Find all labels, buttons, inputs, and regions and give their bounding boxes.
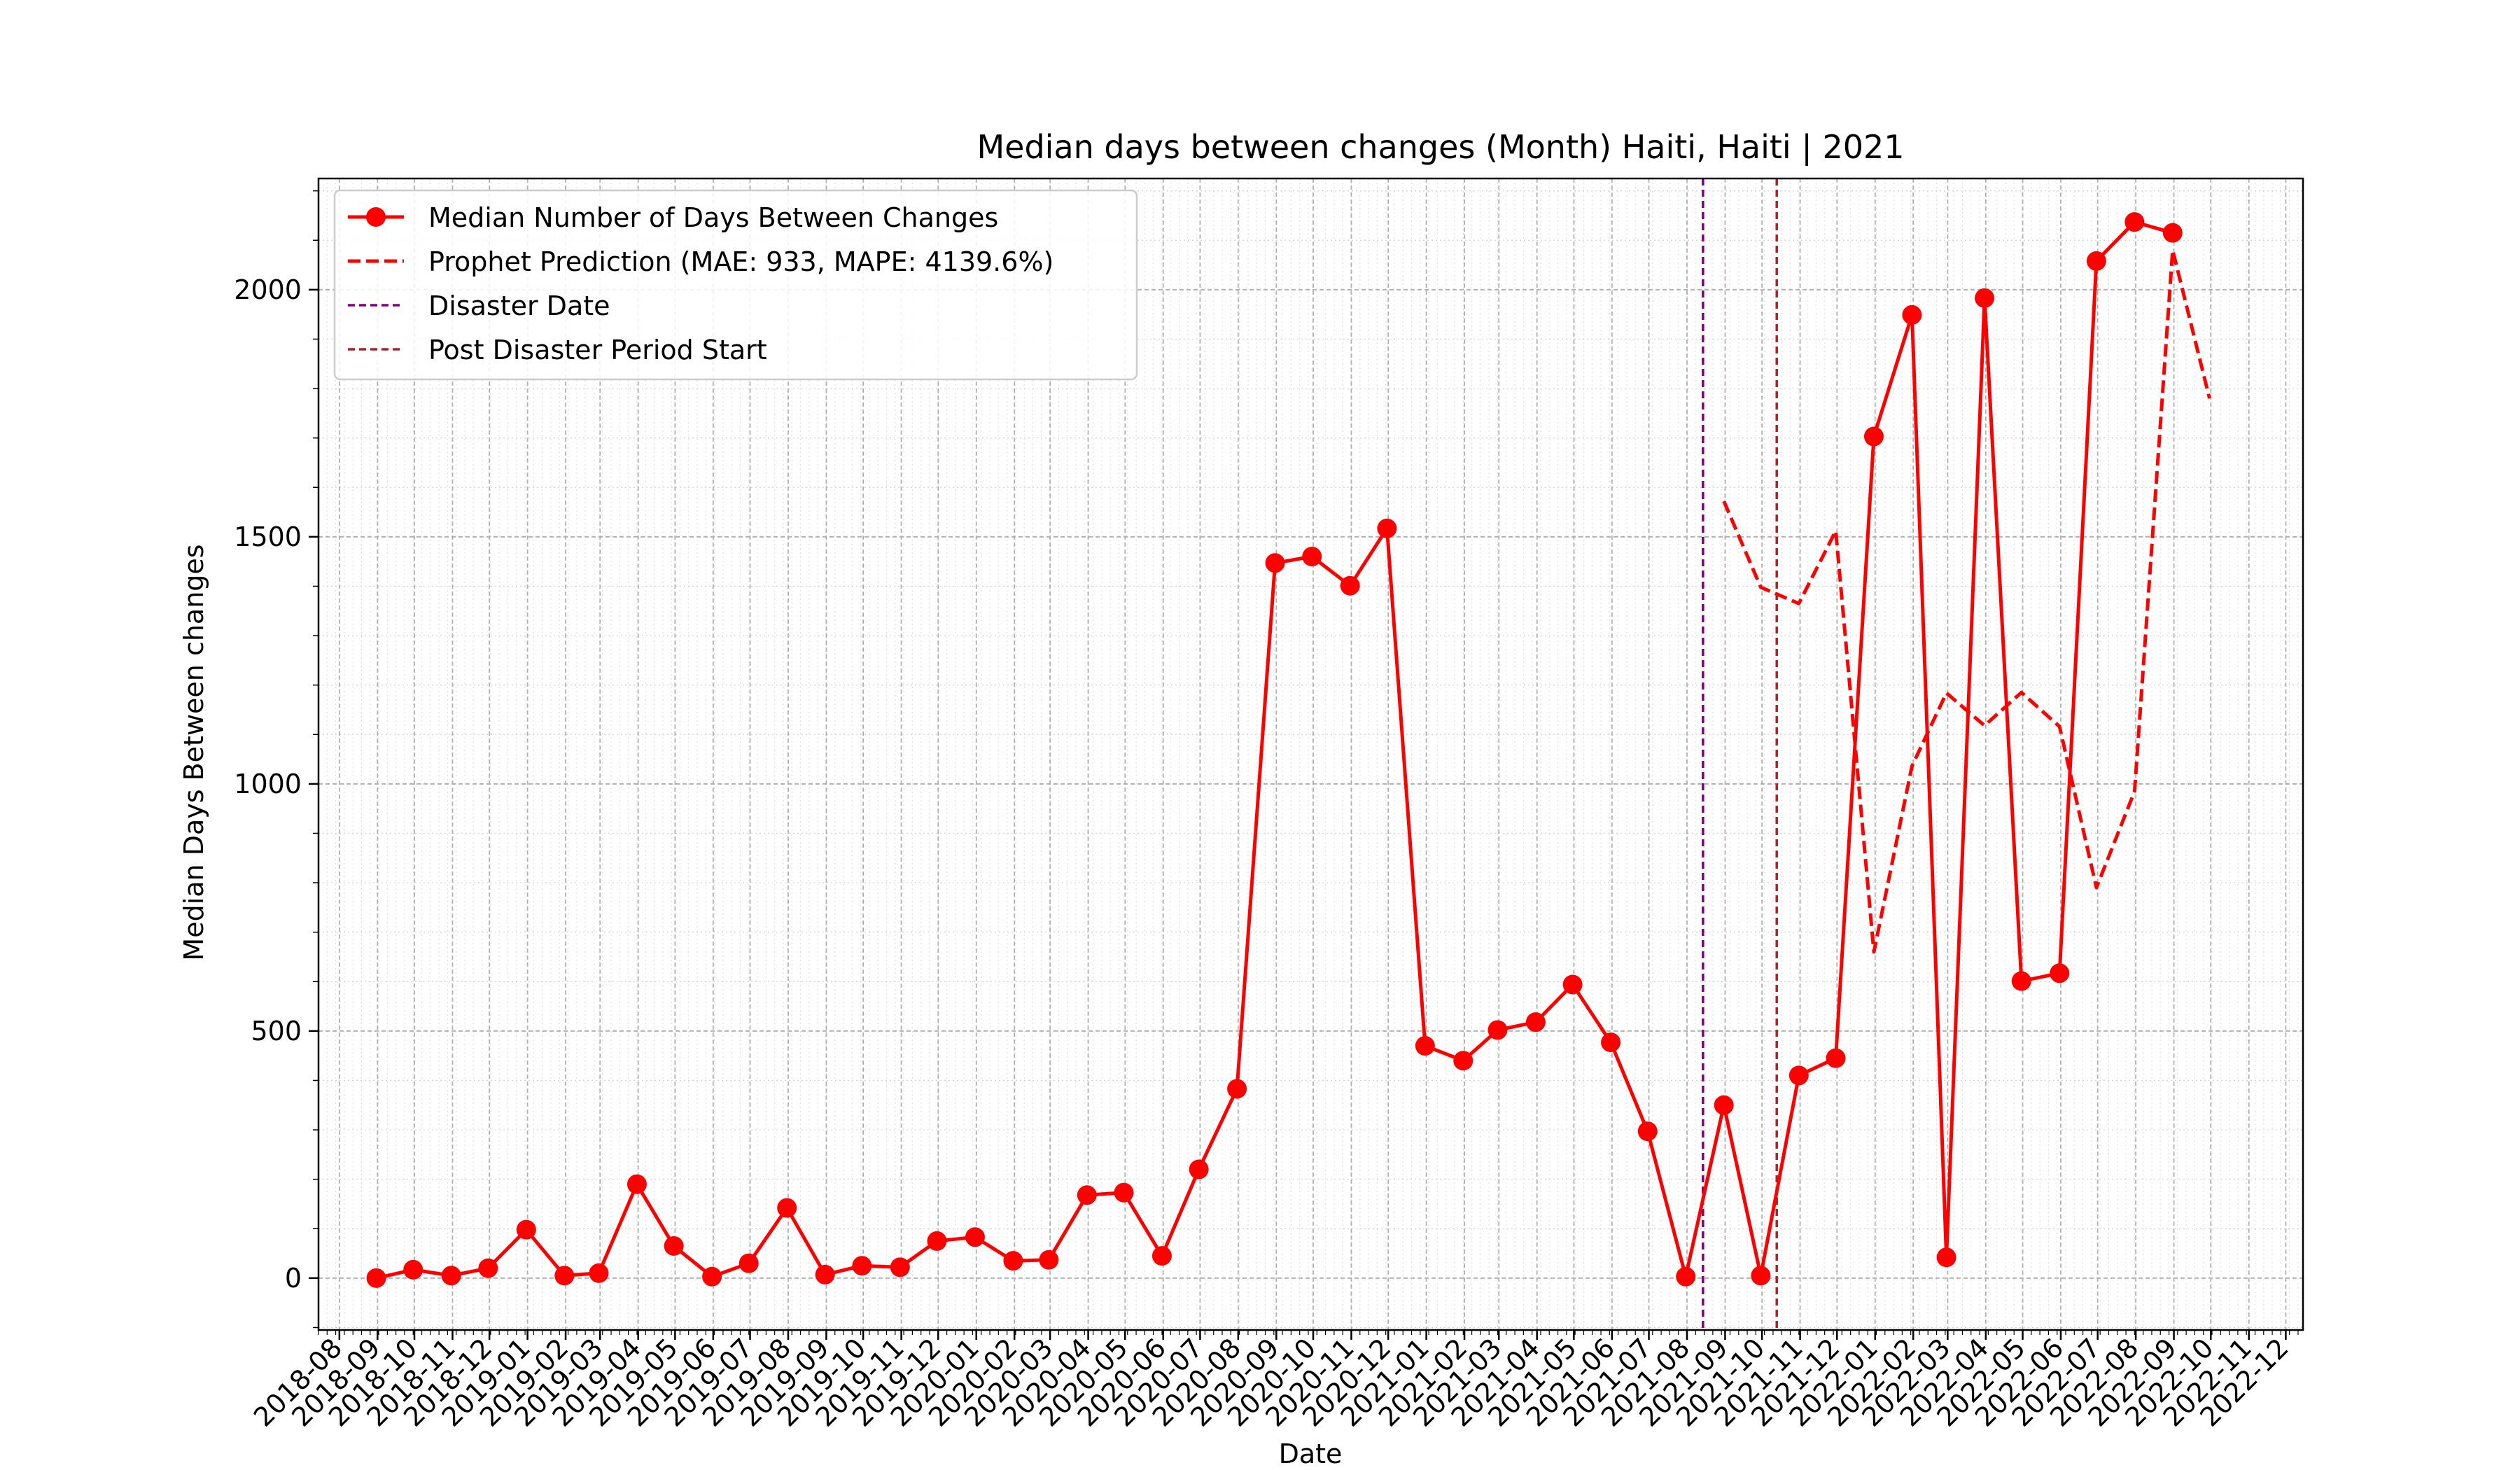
reference-lines [1702, 178, 1778, 1330]
observed-point [890, 1257, 910, 1278]
y-tick-label: 500 [251, 1016, 302, 1046]
observed-point [777, 1198, 797, 1218]
observed-point [1077, 1185, 1097, 1205]
observed-point [1902, 304, 1922, 325]
observed-point [664, 1236, 684, 1256]
observed-point [1562, 974, 1583, 995]
observed-point [1189, 1159, 1209, 1180]
y-tick-label: 0 [285, 1263, 302, 1294]
observed-point [1936, 1247, 1956, 1268]
observed-point [927, 1231, 947, 1251]
legend: Median Number of Days Between Changes Pr… [333, 189, 1138, 381]
observed-point [815, 1264, 835, 1284]
observed-point [1863, 426, 1884, 447]
observed-point [852, 1256, 872, 1276]
observed-point [1714, 1095, 1734, 1115]
observed-point [1525, 1012, 1546, 1032]
observed-point [554, 1266, 575, 1286]
observed-point [1340, 575, 1360, 596]
observed-point [2050, 963, 2070, 983]
observed-point [1265, 553, 1285, 573]
plot-frame [317, 177, 2304, 1331]
observed-point [1003, 1251, 1023, 1271]
legend-observed-label: Median Number of Days Between Changes [428, 202, 998, 233]
series-layer [366, 212, 2211, 1288]
observed-point [1637, 1121, 1658, 1142]
observed-point [2162, 223, 2183, 243]
y-tick-label: 1000 [234, 769, 302, 799]
observed-point [589, 1263, 609, 1283]
observed-point [1302, 547, 1322, 567]
y-tick-label: 1500 [234, 522, 302, 552]
observed-point [626, 1174, 647, 1194]
observed-point [702, 1266, 722, 1287]
observed-point [441, 1266, 461, 1286]
legend-observed-marker [366, 207, 386, 227]
observed-point [1415, 1036, 1435, 1056]
observed-point [2086, 251, 2106, 271]
observed-point [1152, 1246, 1172, 1266]
y-tick-label: 2000 [234, 274, 302, 305]
observed-point [2124, 212, 2145, 232]
observed-point [478, 1258, 498, 1278]
observed-point [516, 1219, 536, 1240]
legend-disaster-label: Disaster Date [428, 290, 610, 321]
legend-post-disaster-label: Post Disaster Period Start [428, 335, 767, 365]
observed-point [1601, 1032, 1621, 1053]
observed-point [738, 1253, 759, 1273]
observed-point [1488, 1020, 1508, 1040]
observed-point [1826, 1048, 1846, 1068]
observed-point [1751, 1266, 1771, 1286]
grid [318, 178, 2303, 1330]
observed-point [1975, 288, 1995, 308]
observed-point [1453, 1051, 1474, 1071]
observed-point [965, 1227, 985, 1247]
legend-prediction-label: Prophet Prediction (MAE: 933, MAPE: 4139… [428, 246, 1054, 277]
prediction-line [1722, 248, 2211, 954]
observed-point [2011, 971, 2031, 991]
legend-box [333, 189, 1138, 381]
observed-point [366, 1268, 386, 1288]
y-axis-label: Median Days Between changes [178, 544, 209, 960]
observed-point [403, 1259, 424, 1280]
observed-point [1039, 1250, 1059, 1270]
observed-point [1114, 1182, 1134, 1203]
axis-ticks: 05001000150020002018-082018-092018-10201… [234, 190, 2299, 1433]
observed-point [1788, 1065, 1809, 1086]
x-axis-label: Date [1279, 1438, 1343, 1469]
observed-point [1227, 1079, 1247, 1099]
chart-title: Median days between changes (Month) Hait… [976, 128, 1904, 167]
observed-point [1676, 1266, 1696, 1287]
observed-point [1377, 518, 1397, 538]
